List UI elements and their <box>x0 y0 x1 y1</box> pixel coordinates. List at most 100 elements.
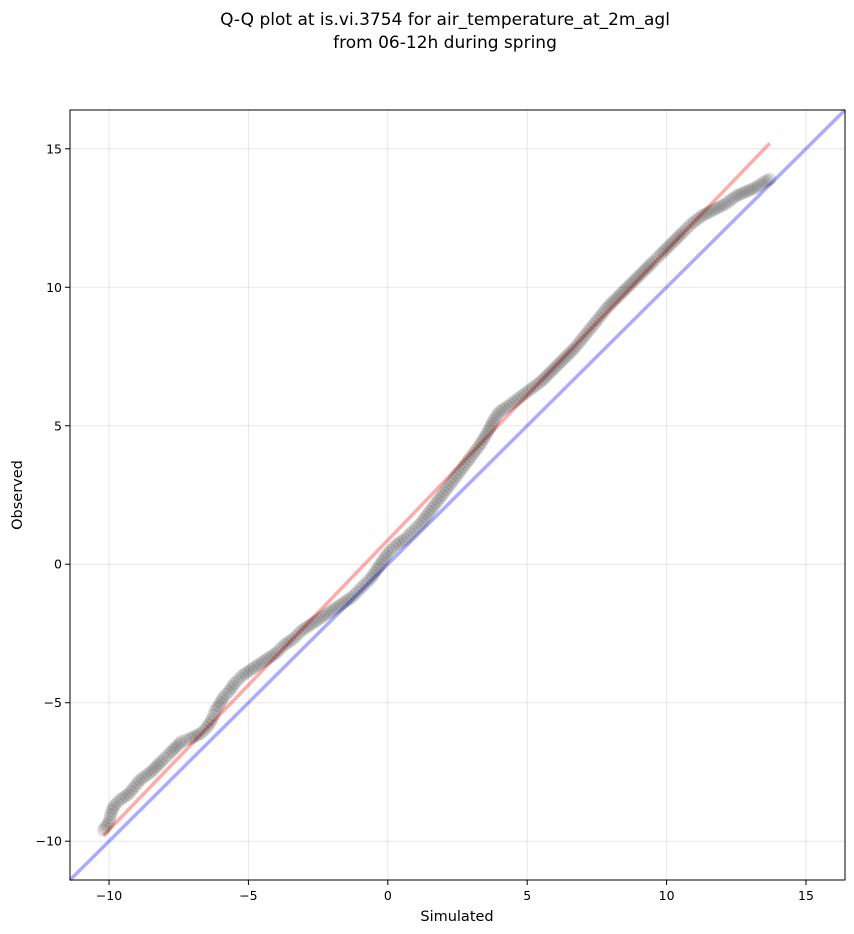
chart-title: Q-Q plot at is.vi.3754 for air_temperatu… <box>220 10 670 53</box>
quantile-point <box>172 737 186 751</box>
quantile-point <box>597 305 611 319</box>
y-tick-label-1: −5 <box>44 695 62 710</box>
quantile-point <box>583 322 597 336</box>
quantile-point <box>498 401 512 415</box>
quantile-point <box>226 679 240 693</box>
quantile-point <box>585 319 599 333</box>
quantile-point <box>467 446 481 460</box>
quantile-point <box>158 751 172 765</box>
quantile-point <box>543 366 557 380</box>
fit-line <box>102 142 771 837</box>
quantile-point <box>441 480 455 494</box>
quantile-point <box>409 521 423 535</box>
quantile-point <box>373 557 387 571</box>
quantile-point <box>201 718 215 732</box>
quantile-point <box>427 499 441 513</box>
quantile-point <box>630 271 644 285</box>
quantile-point <box>679 222 693 236</box>
quantile-point <box>492 405 506 419</box>
quantile-point <box>603 297 617 311</box>
quantile-point <box>512 391 526 405</box>
quantile-point <box>581 325 595 339</box>
quantile-point <box>495 403 509 417</box>
quantile-point <box>322 605 336 619</box>
quantile-point <box>269 646 283 660</box>
quantile-point <box>255 655 269 669</box>
quantile-point <box>760 174 774 188</box>
quantile-point <box>658 243 672 257</box>
quantile-point <box>379 549 393 563</box>
quantile-point <box>300 620 314 634</box>
x-tick-label-4: 10 <box>659 888 675 903</box>
quantile-point <box>414 516 428 530</box>
quantile-point <box>545 363 559 377</box>
quantile-point <box>448 471 462 485</box>
quantile-point <box>375 554 389 568</box>
quantile-point <box>715 199 729 213</box>
quantile-point <box>425 502 439 516</box>
quantile-point <box>729 189 743 203</box>
quantile-point <box>474 435 488 449</box>
quantile-point <box>423 505 437 519</box>
quantile-point <box>392 536 406 550</box>
quantile-point <box>464 449 478 463</box>
quantile-point <box>565 343 579 357</box>
identity-line <box>68 108 847 882</box>
x-axis-ticks: −10 −5 0 5 10 15 <box>96 880 814 903</box>
quantile-point <box>641 260 655 274</box>
y-tick-label-0: −10 <box>36 834 62 849</box>
quantile-point <box>381 546 395 560</box>
fit-line-layer <box>102 142 771 837</box>
quantile-point <box>458 458 472 472</box>
quantile-point <box>707 203 721 217</box>
quantile-point <box>713 200 727 214</box>
quantile-point <box>303 618 317 632</box>
quantile-point <box>331 600 345 614</box>
quantile-point <box>561 348 575 362</box>
quantile-point <box>437 485 451 499</box>
quantile-point <box>612 289 626 303</box>
quantile-point <box>526 381 540 395</box>
quantile-point <box>490 408 504 422</box>
quantile-point <box>175 735 189 749</box>
quantile-point <box>444 477 458 491</box>
quantile-point <box>244 662 258 676</box>
quantile-point <box>214 696 228 710</box>
quantile-points <box>96 172 777 837</box>
quantile-point <box>752 179 766 193</box>
quantile-point <box>297 622 311 636</box>
quantile-point <box>471 441 485 455</box>
quantile-point <box>280 636 294 650</box>
quantile-point <box>166 743 180 757</box>
quantile-point <box>210 701 224 715</box>
quantile-point <box>133 773 147 787</box>
quantile-point <box>116 791 130 805</box>
quantile-point <box>272 643 286 657</box>
quantile-point <box>743 183 757 197</box>
quantile-point <box>306 616 320 630</box>
quantile-point <box>314 611 328 625</box>
quantile-point <box>151 758 165 772</box>
quantile-point <box>128 779 142 793</box>
quantile-point <box>738 185 752 199</box>
quantile-point <box>634 266 648 280</box>
quantile-point <box>450 469 464 483</box>
quantile-point <box>253 657 267 671</box>
quantile-point <box>568 341 582 355</box>
quantile-point <box>670 232 684 246</box>
quantile-point <box>317 609 331 623</box>
quantile-point <box>509 393 523 407</box>
quantile-point <box>726 191 740 205</box>
quantile-point <box>676 225 690 239</box>
chart-title-line-1: Q-Q plot at is.vi.3754 for air_temperatu… <box>220 10 670 30</box>
quantile-point <box>359 577 373 591</box>
quantile-point <box>102 815 116 829</box>
quantile-point <box>539 370 553 384</box>
quantile-point <box>215 693 229 707</box>
quantile-point <box>646 255 660 269</box>
quantile-point <box>339 594 353 608</box>
quantile-point <box>333 598 347 612</box>
quantile-point <box>608 293 622 307</box>
quantile-point <box>735 186 749 200</box>
quantile-point <box>141 767 155 781</box>
